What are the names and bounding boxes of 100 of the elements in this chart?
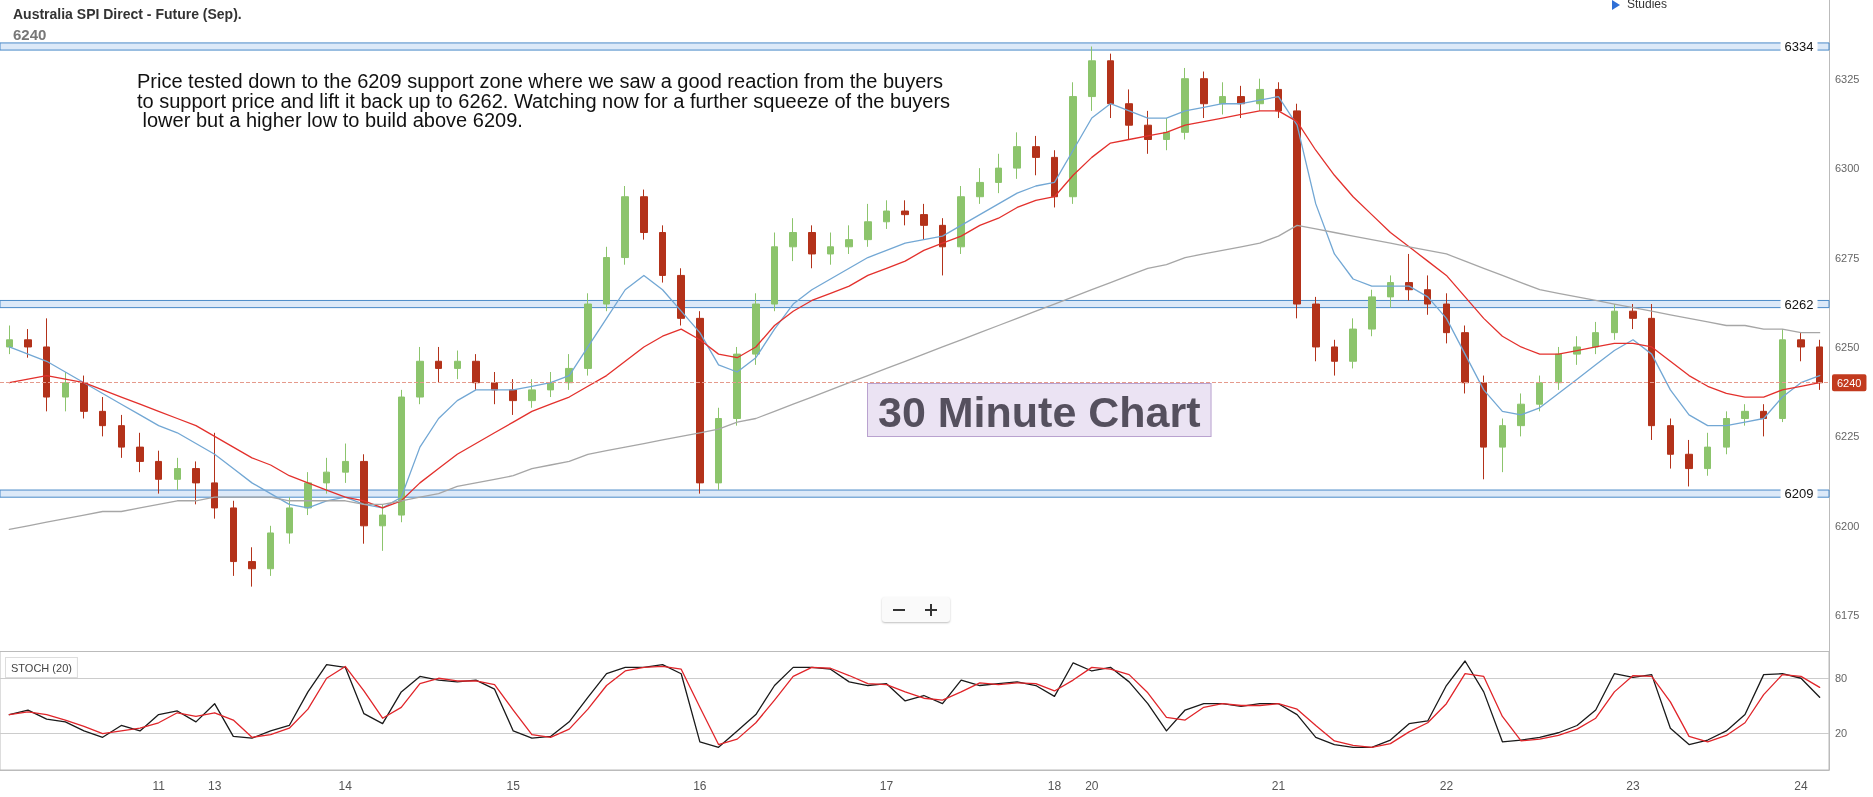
candlestick	[379, 503, 386, 552]
candlestick	[342, 443, 349, 484]
candlestick	[118, 414, 125, 459]
candlestick	[603, 246, 610, 312]
candlestick	[43, 317, 50, 412]
candlestick	[1648, 303, 1655, 441]
candlestick	[1368, 289, 1376, 337]
candlestick	[640, 189, 648, 241]
candlestick	[174, 457, 181, 491]
candlestick	[1013, 131, 1021, 180]
candlestick	[1051, 149, 1058, 208]
candlestick	[715, 407, 722, 491]
candlestick	[1667, 418, 1674, 470]
candlestick	[1256, 78, 1264, 112]
y-tick-label: 6175	[1835, 609, 1860, 622]
candlestick	[696, 310, 704, 495]
x-tick-label: 20	[1085, 779, 1099, 793]
x-tick-label: 18	[1047, 779, 1062, 793]
candlestick	[211, 432, 218, 520]
text: 6240	[13, 26, 47, 43]
band-label: 6262	[1784, 296, 1814, 312]
candlestick	[1405, 253, 1413, 301]
candlestick	[80, 375, 88, 419]
candlestick	[995, 153, 1002, 194]
candlestick	[155, 450, 162, 495]
candlestick	[1219, 81, 1226, 115]
candlestick	[845, 224, 853, 255]
candlestick	[1424, 274, 1431, 316]
x-tick-label: 24	[1794, 779, 1808, 793]
text: STOCH (20)	[11, 661, 72, 674]
candlestick	[1685, 439, 1693, 487]
candlestick	[286, 496, 293, 545]
candlestick	[528, 378, 536, 409]
candlestick	[248, 546, 256, 588]
x-tick-label: 23	[1626, 779, 1641, 793]
annotation: 30 Minute Chart	[878, 387, 1201, 436]
candlestick	[1611, 303, 1618, 341]
candlestick	[808, 224, 816, 269]
candlestick	[883, 199, 890, 230]
candlestick	[789, 217, 797, 262]
candlestick	[1629, 303, 1637, 330]
candlestick	[1349, 317, 1357, 369]
annotation: Studies	[1627, 0, 1668, 11]
candlestick	[1704, 432, 1711, 477]
candlestick	[491, 371, 498, 405]
candlestick	[62, 371, 69, 412]
candlestick	[1088, 46, 1096, 112]
candlestick	[1125, 88, 1133, 140]
x-tick-label: 17	[879, 779, 894, 793]
band-label: 6209	[1784, 486, 1814, 502]
candlestick	[360, 453, 368, 545]
band-label: 6334	[1784, 39, 1814, 54]
y-tick-label: 6325	[1835, 72, 1860, 85]
candlestick	[771, 232, 778, 312]
candlestick	[1200, 71, 1208, 119]
candlestick	[435, 346, 442, 384]
x-tick-label: 22	[1439, 779, 1454, 793]
candlestick	[621, 185, 629, 266]
candlestick	[1387, 274, 1394, 309]
candlestick	[659, 224, 666, 284]
x-tick-label: 11	[152, 779, 166, 793]
candlestick	[1275, 81, 1282, 119]
candlestick	[24, 328, 32, 359]
candlestick	[827, 232, 834, 266]
candlestick	[901, 199, 909, 226]
y-tick-label: 6300	[1835, 162, 1860, 175]
candlestick	[1555, 346, 1562, 391]
candlestick	[267, 525, 274, 577]
candlestick	[1069, 81, 1077, 205]
candlestick	[6, 325, 13, 355]
candlestick	[1163, 117, 1170, 151]
candlestick	[1181, 67, 1189, 140]
candlestick	[509, 378, 517, 416]
candlestick	[1331, 339, 1338, 377]
candlestick	[584, 292, 592, 377]
x-tick-label: 14	[338, 779, 353, 793]
y-tick-label: 6225	[1835, 430, 1860, 443]
candlestick	[454, 350, 461, 380]
candlestick	[1499, 418, 1506, 473]
y-tick-label: 6275	[1835, 251, 1860, 264]
candlestick	[230, 500, 237, 577]
candlestick	[752, 292, 760, 366]
y-tick-label: 6250	[1835, 340, 1860, 353]
candlestick	[1144, 110, 1152, 155]
candlestick	[1107, 53, 1114, 119]
x-tick-label: 21	[1271, 779, 1286, 793]
candlestick	[416, 346, 424, 405]
candlestick	[472, 353, 480, 391]
candlestick	[99, 396, 106, 437]
candlestick	[323, 457, 330, 495]
candlestick	[864, 203, 872, 248]
candlestick	[1443, 292, 1450, 344]
candlestick	[1461, 325, 1469, 394]
ref-line-label: 6240	[1837, 376, 1862, 389]
x-tick-label: 15	[506, 779, 521, 793]
candlestick	[398, 389, 405, 523]
candlestick	[976, 167, 984, 205]
candlestick	[1592, 321, 1599, 355]
candlestick	[957, 185, 965, 255]
candlestick	[192, 460, 200, 505]
